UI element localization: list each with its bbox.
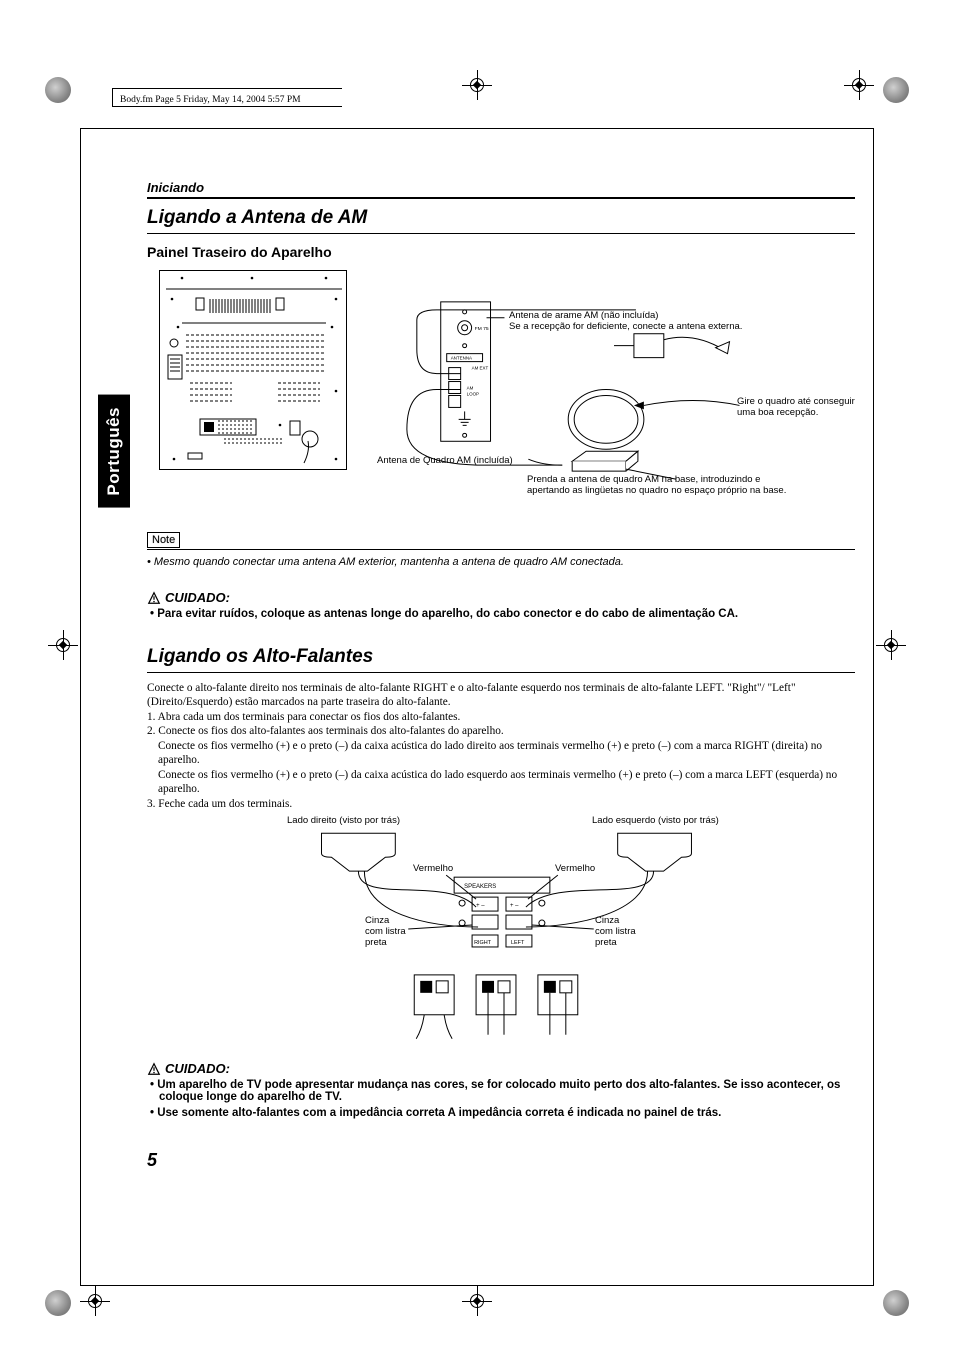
- caution-bullet: • Use somente alto-falantes com a impedâ…: [147, 1107, 855, 1119]
- svg-text:LEFT: LEFT: [511, 940, 525, 946]
- speaker-wiring-svg: SPEAKERS + – + – RIGHT LEFT: [147, 815, 855, 1055]
- subheading-panel: Painel Traseiro do Aparelho: [147, 244, 855, 260]
- step-2c: Conecte os fios vermelho (+) e o preto (…: [147, 768, 855, 797]
- left-speaker-label: Lado esquerdo (visto por trás): [592, 815, 719, 826]
- header-rule: [112, 88, 342, 89]
- caution-label: CUIDADO:: [165, 590, 230, 605]
- wire-red-label: Vermelho: [555, 863, 595, 874]
- svg-text:FM 75: FM 75: [475, 326, 489, 332]
- page-number: 5: [147, 1150, 157, 1171]
- annot-line: Cinza: [595, 915, 636, 926]
- registration-mark: [876, 630, 906, 660]
- caution-heading: CUIDADO:: [147, 1061, 855, 1076]
- antenna-wire-annot: Antena de arame AM (não incluída) Se a r…: [509, 310, 742, 332]
- rule-thin: [147, 549, 855, 550]
- caution-icon: [147, 591, 161, 605]
- antenna-connection-diagram: FM 75 ANTENNA AM EXT AM LOOP: [377, 270, 855, 500]
- antenna-rotate-annot: Gire o quadro até conseguir uma boa rece…: [737, 396, 855, 418]
- loop-antenna-label: Antena de Quadro AM (incluída): [377, 455, 513, 466]
- registration-mark: [462, 70, 492, 100]
- section-header: Iniciando: [147, 180, 855, 195]
- annot-line: com listra: [595, 926, 636, 937]
- annot-line: uma boa recepção.: [737, 407, 855, 418]
- header-path-line: Body.fm Page 5 Friday, May 14, 2004 5:57…: [120, 95, 301, 105]
- registration-mark: [844, 70, 874, 100]
- wire-gray-label: Cinza com listra preta: [595, 915, 636, 948]
- rule-thin: [147, 672, 855, 673]
- antenna-figure-row: FM 75 ANTENNA AM EXT AM LOOP: [147, 270, 855, 500]
- page-content: Português Iniciando Ligando a Antena de …: [147, 180, 855, 1119]
- svg-text:LOOP: LOOP: [467, 391, 479, 396]
- antenna-base-annot: Prenda a antena de quadro AM na base, in…: [527, 474, 786, 496]
- svg-text:AM: AM: [467, 386, 474, 391]
- step-3: 3. Feche cada um dos terminais.: [147, 797, 855, 811]
- annot-line: Prenda a antena de quadro AM na base, in…: [527, 474, 786, 485]
- printer-mark-circle: [883, 1290, 909, 1316]
- svg-text:AM EXT: AM EXT: [472, 366, 489, 371]
- speakers-body: Conecte o alto-falante direito nos termi…: [147, 681, 855, 811]
- crop-line: [80, 128, 81, 1286]
- annot-line: preta: [365, 937, 406, 948]
- svg-text:+ –: + –: [476, 903, 485, 909]
- speaker-figure: Lado direito (visto por trás) Lado esque…: [147, 815, 855, 1055]
- caution-body: • Para evitar ruídos, coloque as antenas…: [147, 608, 855, 620]
- note-text: • Mesmo quando conectar uma antena AM ex…: [147, 556, 855, 568]
- annot-line: Antena de arame AM (não incluída): [509, 310, 742, 321]
- svg-text:SPEAKERS: SPEAKERS: [464, 884, 496, 890]
- wire-red-label: Vermelho: [413, 863, 453, 874]
- caution-body: • Um aparelho de TV pode apresentar muda…: [147, 1079, 855, 1119]
- printer-mark-circle: [883, 77, 909, 103]
- step-2a: 2. Conecte os fios dos alto-falantes aos…: [147, 724, 855, 738]
- rule-thick: [147, 197, 855, 199]
- caution-bullet: • Para evitar ruídos, coloque as antenas…: [147, 608, 855, 620]
- header-rule: [112, 106, 342, 107]
- printer-mark-circle: [45, 77, 71, 103]
- annot-line: com listra: [365, 926, 406, 937]
- annot-line: Se a recepção for deficiente, conecte a …: [509, 321, 742, 332]
- header-rule: [112, 88, 113, 106]
- language-tab: Português: [98, 395, 130, 508]
- heading-antenna: Ligando a Antena de AM: [147, 207, 855, 229]
- caution-bullet: • Um aparelho de TV pode apresentar muda…: [147, 1079, 855, 1103]
- svg-text:+ –: + –: [510, 903, 519, 909]
- note-label: Note: [147, 532, 180, 548]
- step-2b: Conecte os fios vermelho (+) e o preto (…: [147, 739, 855, 768]
- annot-line: Gire o quadro até conseguir: [737, 396, 855, 407]
- right-speaker-label: Lado direito (visto por trás): [287, 815, 400, 826]
- wire-gray-label: Cinza com listra preta: [365, 915, 406, 948]
- crop-line: [80, 1285, 874, 1286]
- step-1: 1. Abra cada um dos terminais para conec…: [147, 710, 855, 724]
- annot-line: apertando as lingüetas no quadro no espa…: [527, 485, 786, 496]
- svg-text:RIGHT: RIGHT: [474, 940, 492, 946]
- heading-speakers: Ligando os Alto-Falantes: [147, 646, 855, 668]
- crop-line: [873, 128, 874, 1286]
- caution-label: CUIDADO:: [165, 1061, 230, 1076]
- rule-thin: [147, 233, 855, 234]
- speakers-intro: Conecte o alto-falante direito nos termi…: [147, 681, 855, 710]
- printer-mark-circle: [45, 1290, 71, 1316]
- svg-text:ANTENNA: ANTENNA: [451, 356, 472, 361]
- crop-line: [80, 128, 874, 129]
- caution-icon: [147, 1062, 161, 1076]
- caution-heading: CUIDADO:: [147, 590, 855, 605]
- annot-line: preta: [595, 937, 636, 948]
- registration-mark: [80, 1286, 110, 1316]
- registration-mark: [462, 1286, 492, 1316]
- registration-mark: [48, 630, 78, 660]
- annot-line: Cinza: [365, 915, 406, 926]
- rear-panel-diagram: [159, 270, 347, 470]
